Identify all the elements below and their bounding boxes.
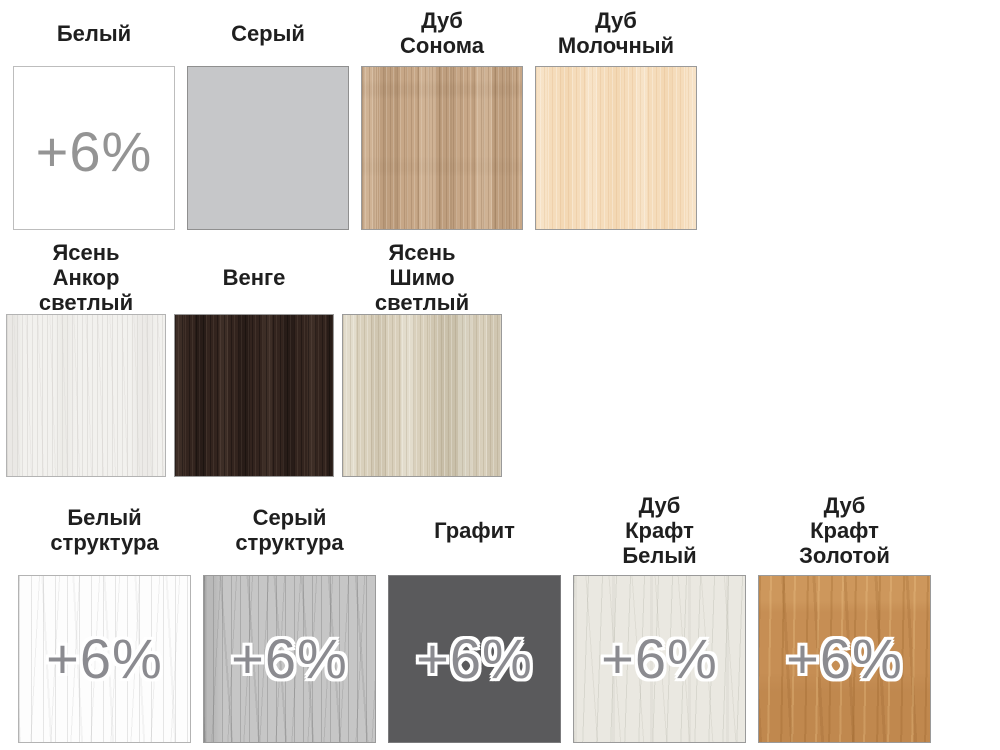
surcharge-badge-seriy-struktura: +6% bbox=[231, 627, 348, 690]
swatch-seriy[interactable] bbox=[187, 66, 349, 230]
swatch-row-1: Белый +6% Серый Дуб Сонома Дуб Молочный bbox=[0, 0, 1000, 230]
swatch-yasen-shimo[interactable] bbox=[342, 314, 502, 477]
cell-seriy-struktura: Серый структура +6% bbox=[203, 485, 376, 743]
swatch-dub-molochnyy[interactable] bbox=[535, 66, 697, 230]
cell-dub-sonoma: Дуб Сонома bbox=[361, 0, 523, 230]
cell-seriy: Серый bbox=[187, 0, 349, 230]
surcharge-badge-grafit: +6% bbox=[416, 627, 533, 690]
label-seriy: Серый bbox=[231, 20, 305, 46]
cell-beliy: Белый +6% bbox=[13, 0, 175, 230]
label-dub-molochnyy: Дуб Молочный bbox=[557, 8, 675, 58]
surcharge-badge-dub-kraft-zolotoy: +6% bbox=[786, 627, 903, 690]
swatch-seriy-struktura[interactable]: +6% bbox=[203, 575, 376, 743]
swatch-dub-sonoma[interactable] bbox=[361, 66, 523, 230]
surcharge-badge-beliy-struktura: +6% bbox=[46, 627, 163, 690]
swatch-venge[interactable] bbox=[174, 314, 334, 477]
swatch-grafit[interactable]: +6% bbox=[388, 575, 561, 743]
cell-yasen-shimo: Ясень Шимо светлый bbox=[342, 240, 502, 477]
label-dub-kraft-zolotoy: Дуб Крафт Золотой bbox=[799, 492, 890, 568]
label-seriy-struktura: Серый структура bbox=[235, 505, 344, 555]
label-beliy: Белый bbox=[56, 20, 132, 46]
surcharge-badge-dub-kraft-beliy: +6% bbox=[601, 627, 718, 690]
cell-venge: Венге bbox=[174, 240, 334, 477]
label-dub-kraft-beliy: Дуб Крафт Белый bbox=[622, 492, 697, 568]
label-grafit: Графит bbox=[434, 517, 515, 543]
swatch-dub-kraft-beliy[interactable]: +6% bbox=[573, 575, 746, 743]
cell-dub-kraft-beliy: Дуб Крафт Белый +6% bbox=[573, 485, 746, 743]
cell-yasen-ankor: Ясень Анкор светлый bbox=[6, 240, 166, 477]
swatch-beliy-struktura[interactable]: +6% bbox=[18, 575, 191, 743]
label-dub-sonoma: Дуб Сонома bbox=[400, 8, 484, 58]
cell-grafit: Графит +6% bbox=[388, 485, 561, 743]
swatch-row-3: Белый структура +6% Серый структура +6% Гр… bbox=[0, 485, 1000, 743]
cell-dub-kraft-zolotoy: Дуб Крафт Золотой +6% bbox=[758, 485, 931, 743]
surcharge-badge-beliy: +6% bbox=[35, 120, 153, 183]
swatch-row-2: Ясень Анкор светлый Венге Ясень Шимо светлый bbox=[0, 240, 1000, 477]
label-yasen-shimo: Ясень Шимо светлый bbox=[374, 239, 470, 315]
cell-beliy-struktura: Белый структура +6% bbox=[18, 485, 191, 743]
label-yasen-ankor: Ясень Анкор светлый bbox=[38, 239, 134, 315]
label-beliy-struktura: Белый структура bbox=[50, 505, 159, 555]
swatch-dub-kraft-zolotoy[interactable]: +6% bbox=[758, 575, 931, 743]
swatch-beliy[interactable]: +6% bbox=[13, 66, 175, 230]
label-venge: Венге bbox=[222, 264, 286, 290]
cell-dub-molochnyy: Дуб Молочный bbox=[535, 0, 697, 230]
swatch-yasen-ankor[interactable] bbox=[6, 314, 166, 477]
